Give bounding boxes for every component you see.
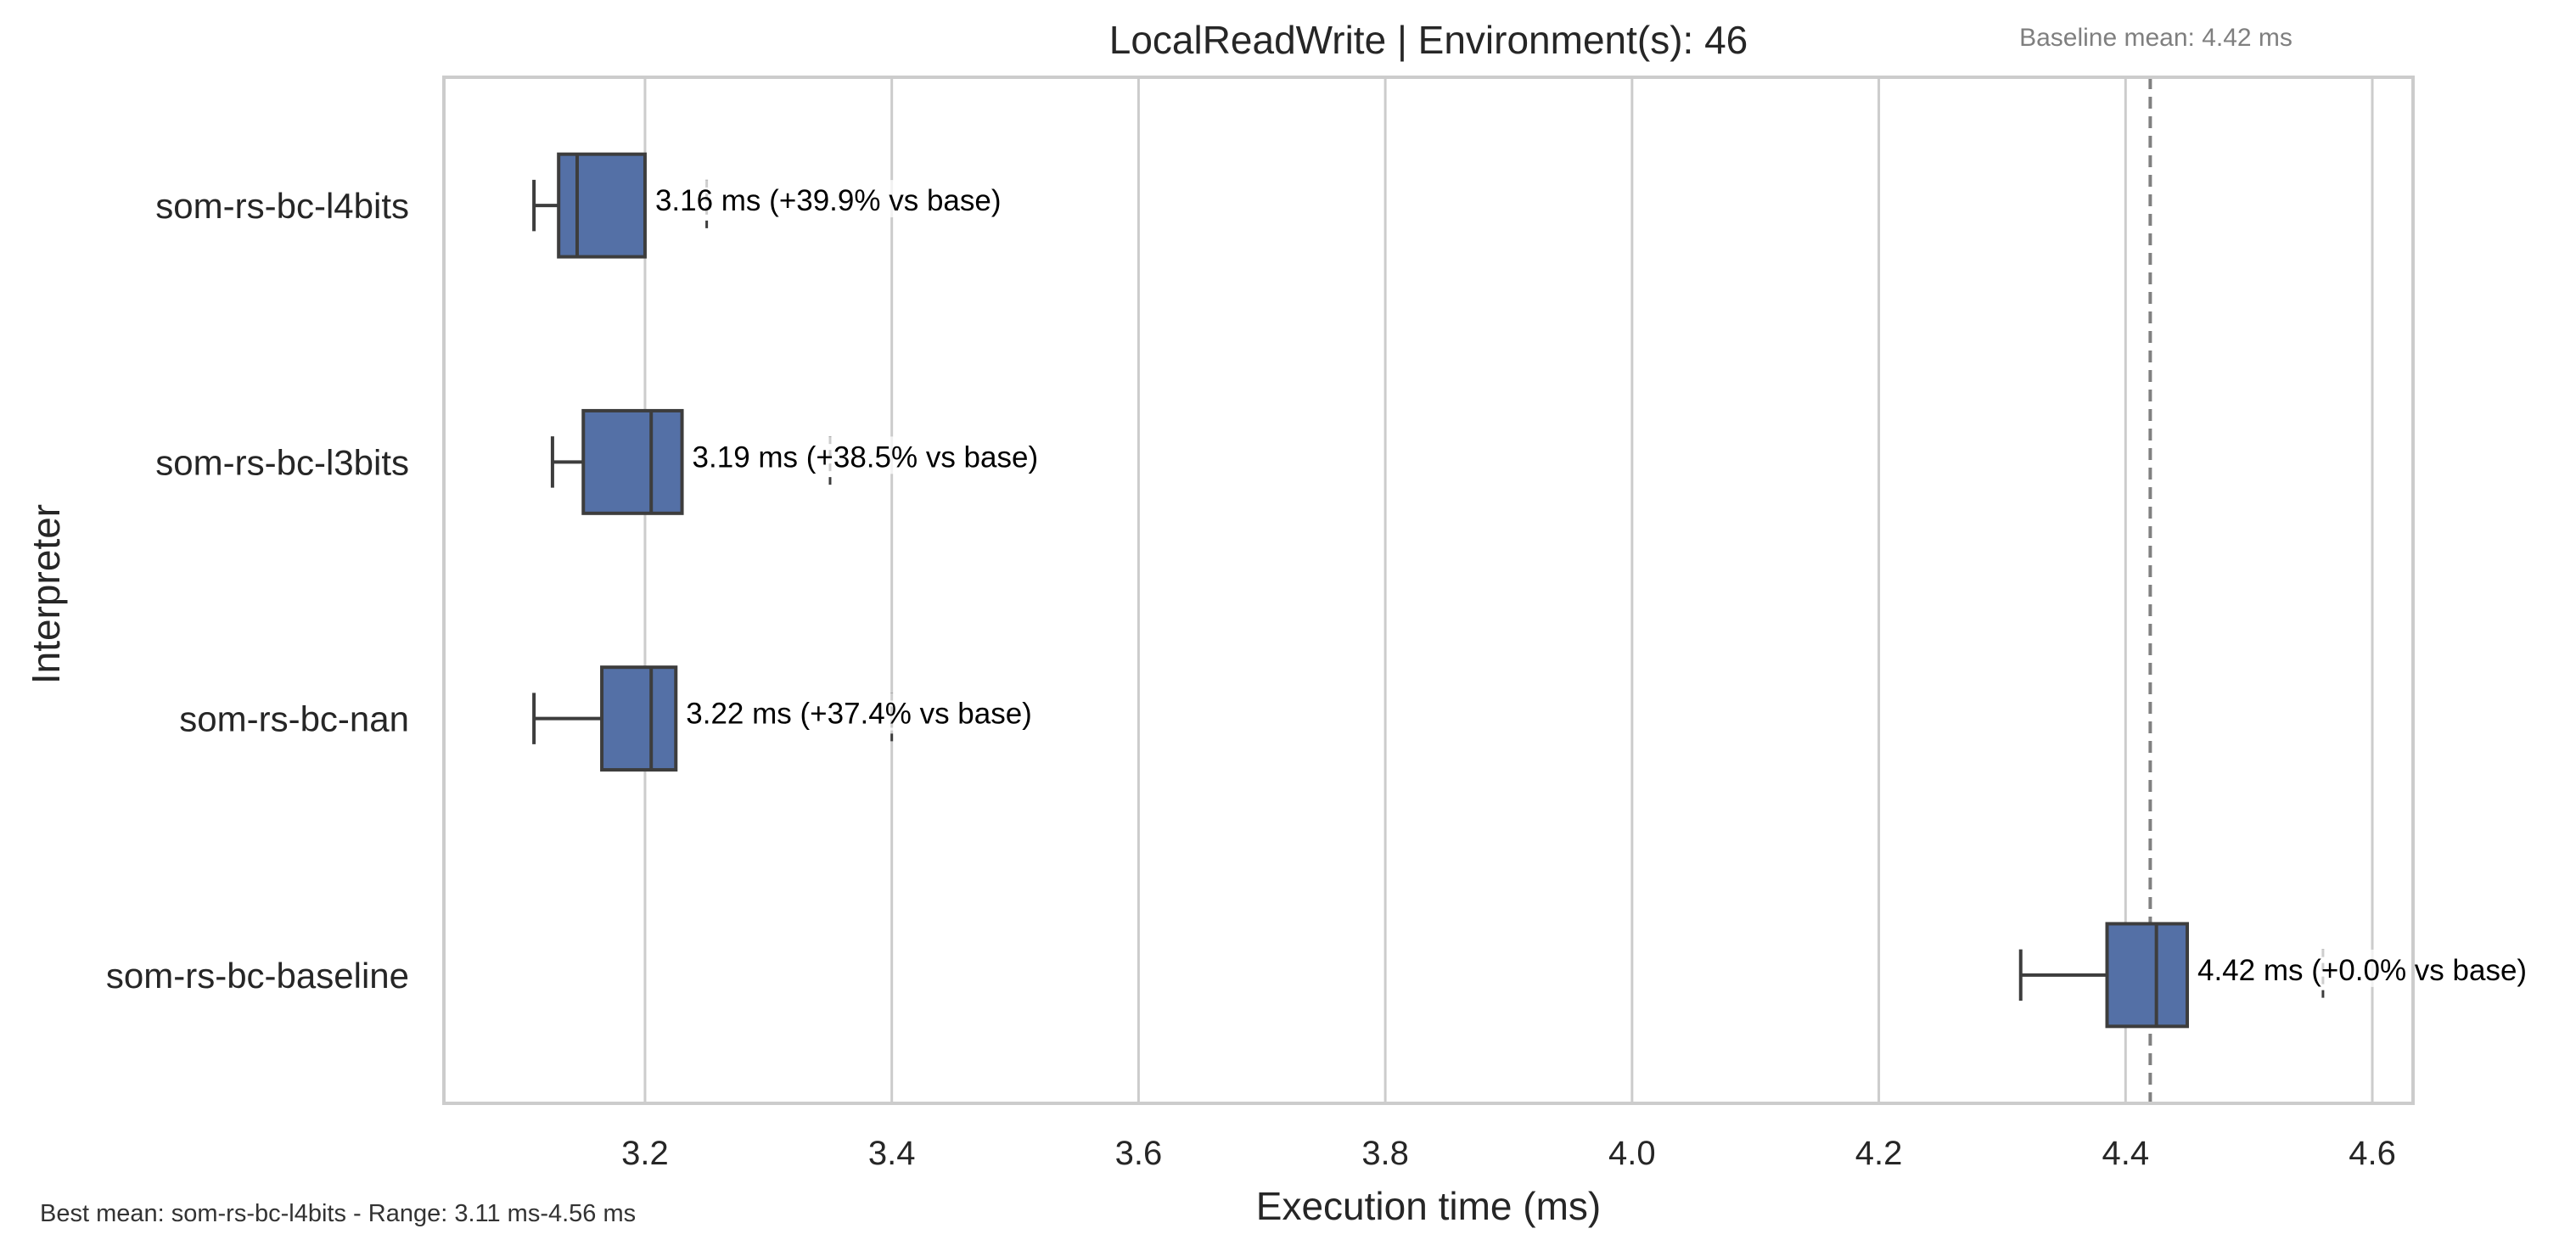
iqr-box — [600, 665, 678, 772]
box-layer — [532, 77, 2325, 1103]
x-tick-label: 4.4 — [2102, 1135, 2149, 1172]
annotation-background — [681, 693, 1108, 731]
mean-annotation: 3.19 ms (+38.5% vs base) — [693, 440, 1039, 474]
y-axis-label: Interpreter — [24, 504, 68, 684]
x-tick-label: 3.2 — [621, 1135, 669, 1172]
x-tick-labels: 3.2 3.4 3.6 3.8 4.0 4.2 4.4 4.6 — [621, 1135, 2396, 1172]
x-tick-label: 3.8 — [1361, 1135, 1409, 1172]
gridlines — [643, 77, 2374, 1103]
mean-annotation: 4.42 ms (+0.0% vs base) — [2197, 954, 2527, 987]
y-tick-label: som-rs-bc-l4bits — [155, 186, 409, 226]
mean-annotation: 3.22 ms (+37.4% vs base) — [686, 698, 1032, 731]
x-tick-label: 4.2 — [1855, 1135, 1903, 1172]
mean-annotation: 3.16 ms (+39.9% vs base) — [655, 184, 1002, 217]
annotation-background — [2192, 949, 2576, 987]
iqr-box — [557, 152, 647, 259]
y-tick-label: som-rs-bc-baseline — [106, 956, 409, 996]
y-tick-label: som-rs-bc-l3bits — [155, 442, 409, 482]
x-tick-label: 3.6 — [1115, 1135, 1163, 1172]
annotation-layer: 3.16 ms (+39.9% vs base) 3.19 ms (+38.5% … — [649, 180, 2576, 987]
y-tick-labels: som-rs-bc-l4bits som-rs-bc-l3bits som-rs-b… — [106, 186, 409, 996]
y-tick-label: som-rs-bc-nan — [179, 699, 409, 739]
x-tick-label: 3.4 — [868, 1135, 916, 1172]
annotation-background — [649, 180, 1076, 218]
plot-frame — [442, 76, 2415, 1105]
baseline-mean-note: Baseline mean: 4.42 ms — [2019, 24, 2293, 52]
footer-note: Best mean: som-rs-bc-l4bits - Range: 3.1… — [40, 1200, 636, 1227]
x-axis-label: Execution time (ms) — [1256, 1184, 1601, 1228]
chart-title: LocalReadWrite | Environment(s): 46 — [1109, 18, 1748, 62]
iqr-box — [581, 408, 684, 515]
x-tick-label: 4.6 — [2349, 1135, 2396, 1172]
iqr-box — [2105, 922, 2189, 1029]
x-tick-label: 4.0 — [1608, 1135, 1656, 1172]
annotation-background — [687, 436, 1114, 474]
